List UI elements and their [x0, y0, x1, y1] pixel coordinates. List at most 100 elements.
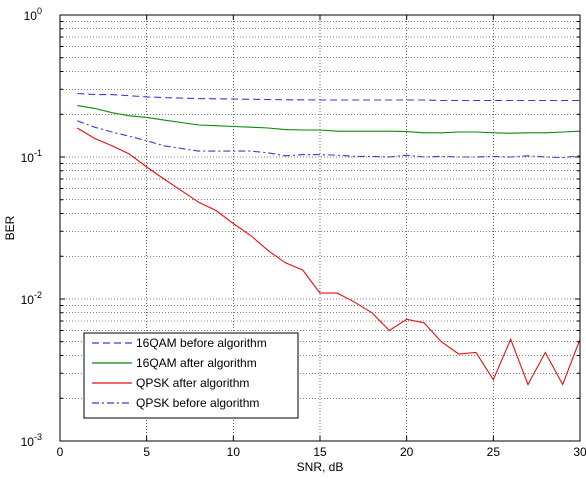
series-1	[76, 92, 580, 102]
data-point	[388, 156, 390, 158]
data-point	[76, 120, 78, 122]
series-3	[77, 127, 581, 386]
data-point	[197, 150, 199, 152]
data-point	[544, 99, 546, 101]
data-point	[336, 154, 338, 156]
data-point	[509, 156, 511, 158]
y-tick-label: 100	[24, 6, 42, 23]
legend: 16QAM before algorithm 16QAM after algori…	[83, 332, 299, 419]
data-point	[457, 156, 459, 158]
data-point	[544, 351, 546, 353]
data-point	[249, 234, 251, 236]
data-point	[284, 128, 286, 130]
data-point	[492, 99, 494, 101]
data-point	[509, 99, 511, 101]
data-point	[475, 131, 477, 133]
data-point	[423, 322, 425, 324]
data-point	[388, 329, 390, 331]
data-point	[509, 132, 511, 134]
data-point	[267, 249, 269, 251]
y-tick-label: 10-2	[21, 290, 42, 307]
data-point	[440, 155, 442, 157]
data-point	[405, 99, 407, 101]
data-point	[457, 131, 459, 133]
data-point	[371, 155, 373, 157]
data-point	[232, 150, 234, 152]
data-point	[561, 156, 563, 158]
data-point	[215, 150, 217, 152]
data-point	[180, 147, 182, 149]
data-point	[527, 132, 529, 134]
data-point	[232, 222, 234, 224]
data-point	[492, 379, 494, 381]
data-point	[163, 119, 165, 121]
data-point	[249, 126, 251, 128]
data-point	[180, 121, 182, 123]
y-tick-label: 10-1	[21, 148, 42, 165]
data-point	[527, 99, 529, 101]
legend-label: QPSK before algorithm	[136, 396, 259, 410]
data-point	[388, 130, 390, 132]
data-point	[371, 99, 373, 101]
data-point	[145, 166, 147, 168]
data-point	[509, 338, 511, 340]
data-point	[111, 112, 113, 114]
data-point	[423, 99, 425, 101]
x-tick-label: 0	[57, 445, 64, 459]
x-tick-label: 15	[313, 445, 327, 459]
data-point	[440, 341, 442, 343]
series-layer	[76, 92, 581, 386]
data-point	[111, 93, 113, 95]
data-point	[527, 155, 529, 157]
data-point	[475, 99, 477, 101]
data-point	[215, 209, 217, 211]
data-point	[457, 353, 459, 355]
data-point	[319, 129, 321, 131]
data-point	[492, 155, 494, 157]
data-point	[128, 153, 130, 155]
data-point	[128, 135, 130, 137]
data-point	[180, 97, 182, 99]
data-point	[249, 98, 251, 100]
data-point	[353, 155, 355, 157]
data-point	[371, 312, 373, 314]
data-point	[197, 97, 199, 99]
data-point	[353, 301, 355, 303]
data-point	[405, 154, 407, 156]
data-point	[163, 178, 165, 180]
data-point	[128, 95, 130, 97]
series-line	[77, 120, 581, 159]
data-point	[145, 116, 147, 118]
data-point	[93, 93, 95, 95]
series-line	[77, 92, 580, 102]
data-point	[180, 189, 182, 191]
data-point	[423, 132, 425, 134]
data-point	[128, 115, 130, 117]
y-axis-label: BER	[3, 215, 17, 240]
data-point	[319, 292, 321, 294]
data-point	[93, 126, 95, 128]
x-tick-label: 20	[400, 445, 414, 459]
legend-label: 16QAM after algorithm	[136, 356, 257, 370]
data-point	[197, 201, 199, 203]
series-4	[76, 120, 581, 159]
data-point	[423, 156, 425, 158]
data-point	[440, 99, 442, 101]
x-tick-label: 5	[143, 445, 150, 459]
data-point	[215, 98, 217, 100]
data-point	[561, 131, 563, 133]
data-point	[76, 92, 78, 94]
x-tick-label: 25	[487, 445, 501, 459]
data-point	[388, 99, 390, 101]
y-tick-labels: 10-3 10-2 10-1 100	[21, 6, 42, 449]
data-point	[544, 132, 546, 134]
data-point	[249, 150, 251, 152]
data-point	[267, 152, 269, 154]
data-point	[111, 145, 113, 147]
data-point	[145, 140, 147, 142]
data-point	[111, 131, 113, 133]
data-point	[163, 145, 165, 147]
data-point	[93, 137, 95, 139]
tick-marks	[59, 15, 581, 441]
data-point	[475, 351, 477, 353]
